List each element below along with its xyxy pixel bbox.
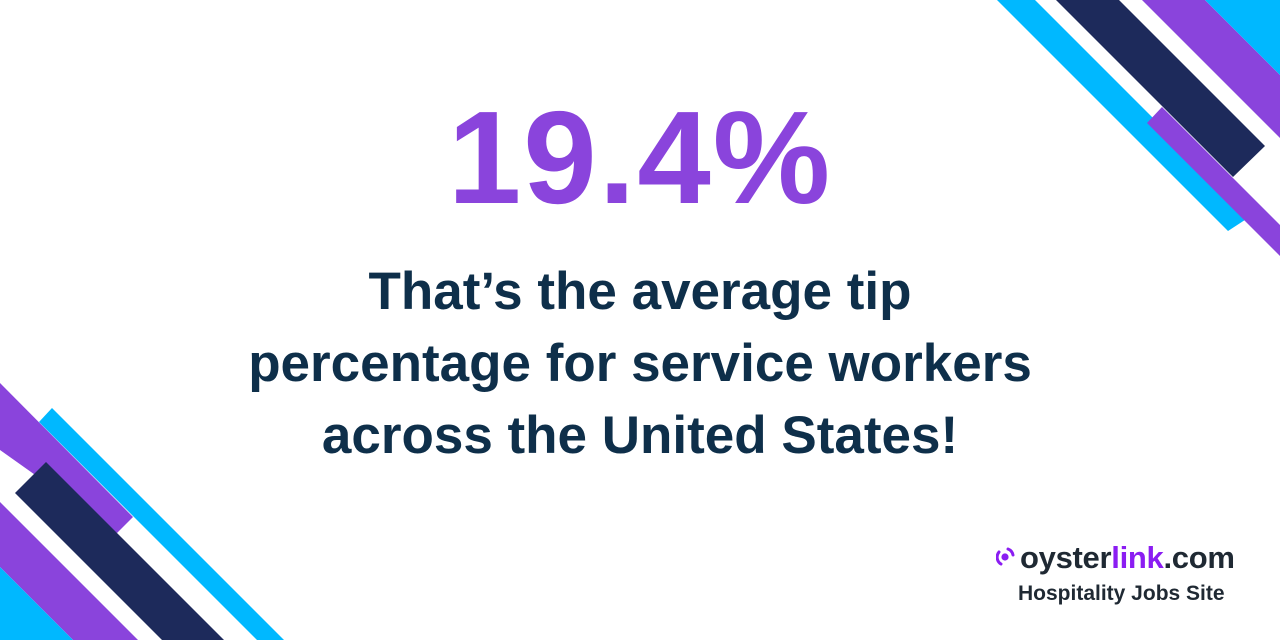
stripe-purple-upper: [1142, 0, 1280, 138]
stripe-purple-upper: [0, 383, 133, 533]
brand-part-link: link: [1111, 540, 1164, 575]
stripe-navy: [15, 462, 224, 640]
stripe-cyan-corner: [0, 567, 73, 640]
stripe-cyan: [997, 0, 1251, 231]
message-line: That’s the average tip: [368, 262, 912, 321]
oyster-signal-icon: [996, 547, 1015, 566]
brand-tagline: Hospitality Jobs Site: [1018, 582, 1225, 605]
stripe-cyan-corner: [1205, 0, 1280, 75]
brand-part-com: .com: [1163, 540, 1235, 575]
headline-stat: 19.4%: [447, 84, 833, 231]
brand-part-oyster: oyster: [1020, 540, 1112, 575]
message-line: across the United States!: [321, 406, 959, 465]
message-line: percentage for service workers: [248, 334, 1032, 393]
oysterlink-logo: oyster link .com Hospitality Jobs Site: [996, 540, 1256, 608]
stripe-purple-lower: [0, 502, 138, 640]
brand-wordmark: oyster link .com: [996, 540, 1256, 576]
top-right-stripes: [997, 0, 1280, 256]
stripe-navy: [1056, 0, 1265, 177]
stripe-cyan: [39, 408, 284, 640]
stripe-purple-lower: [1147, 107, 1280, 256]
bottom-left-stripes: [0, 383, 284, 640]
message-text: That’s the average tip percentage for se…: [0, 256, 1280, 472]
